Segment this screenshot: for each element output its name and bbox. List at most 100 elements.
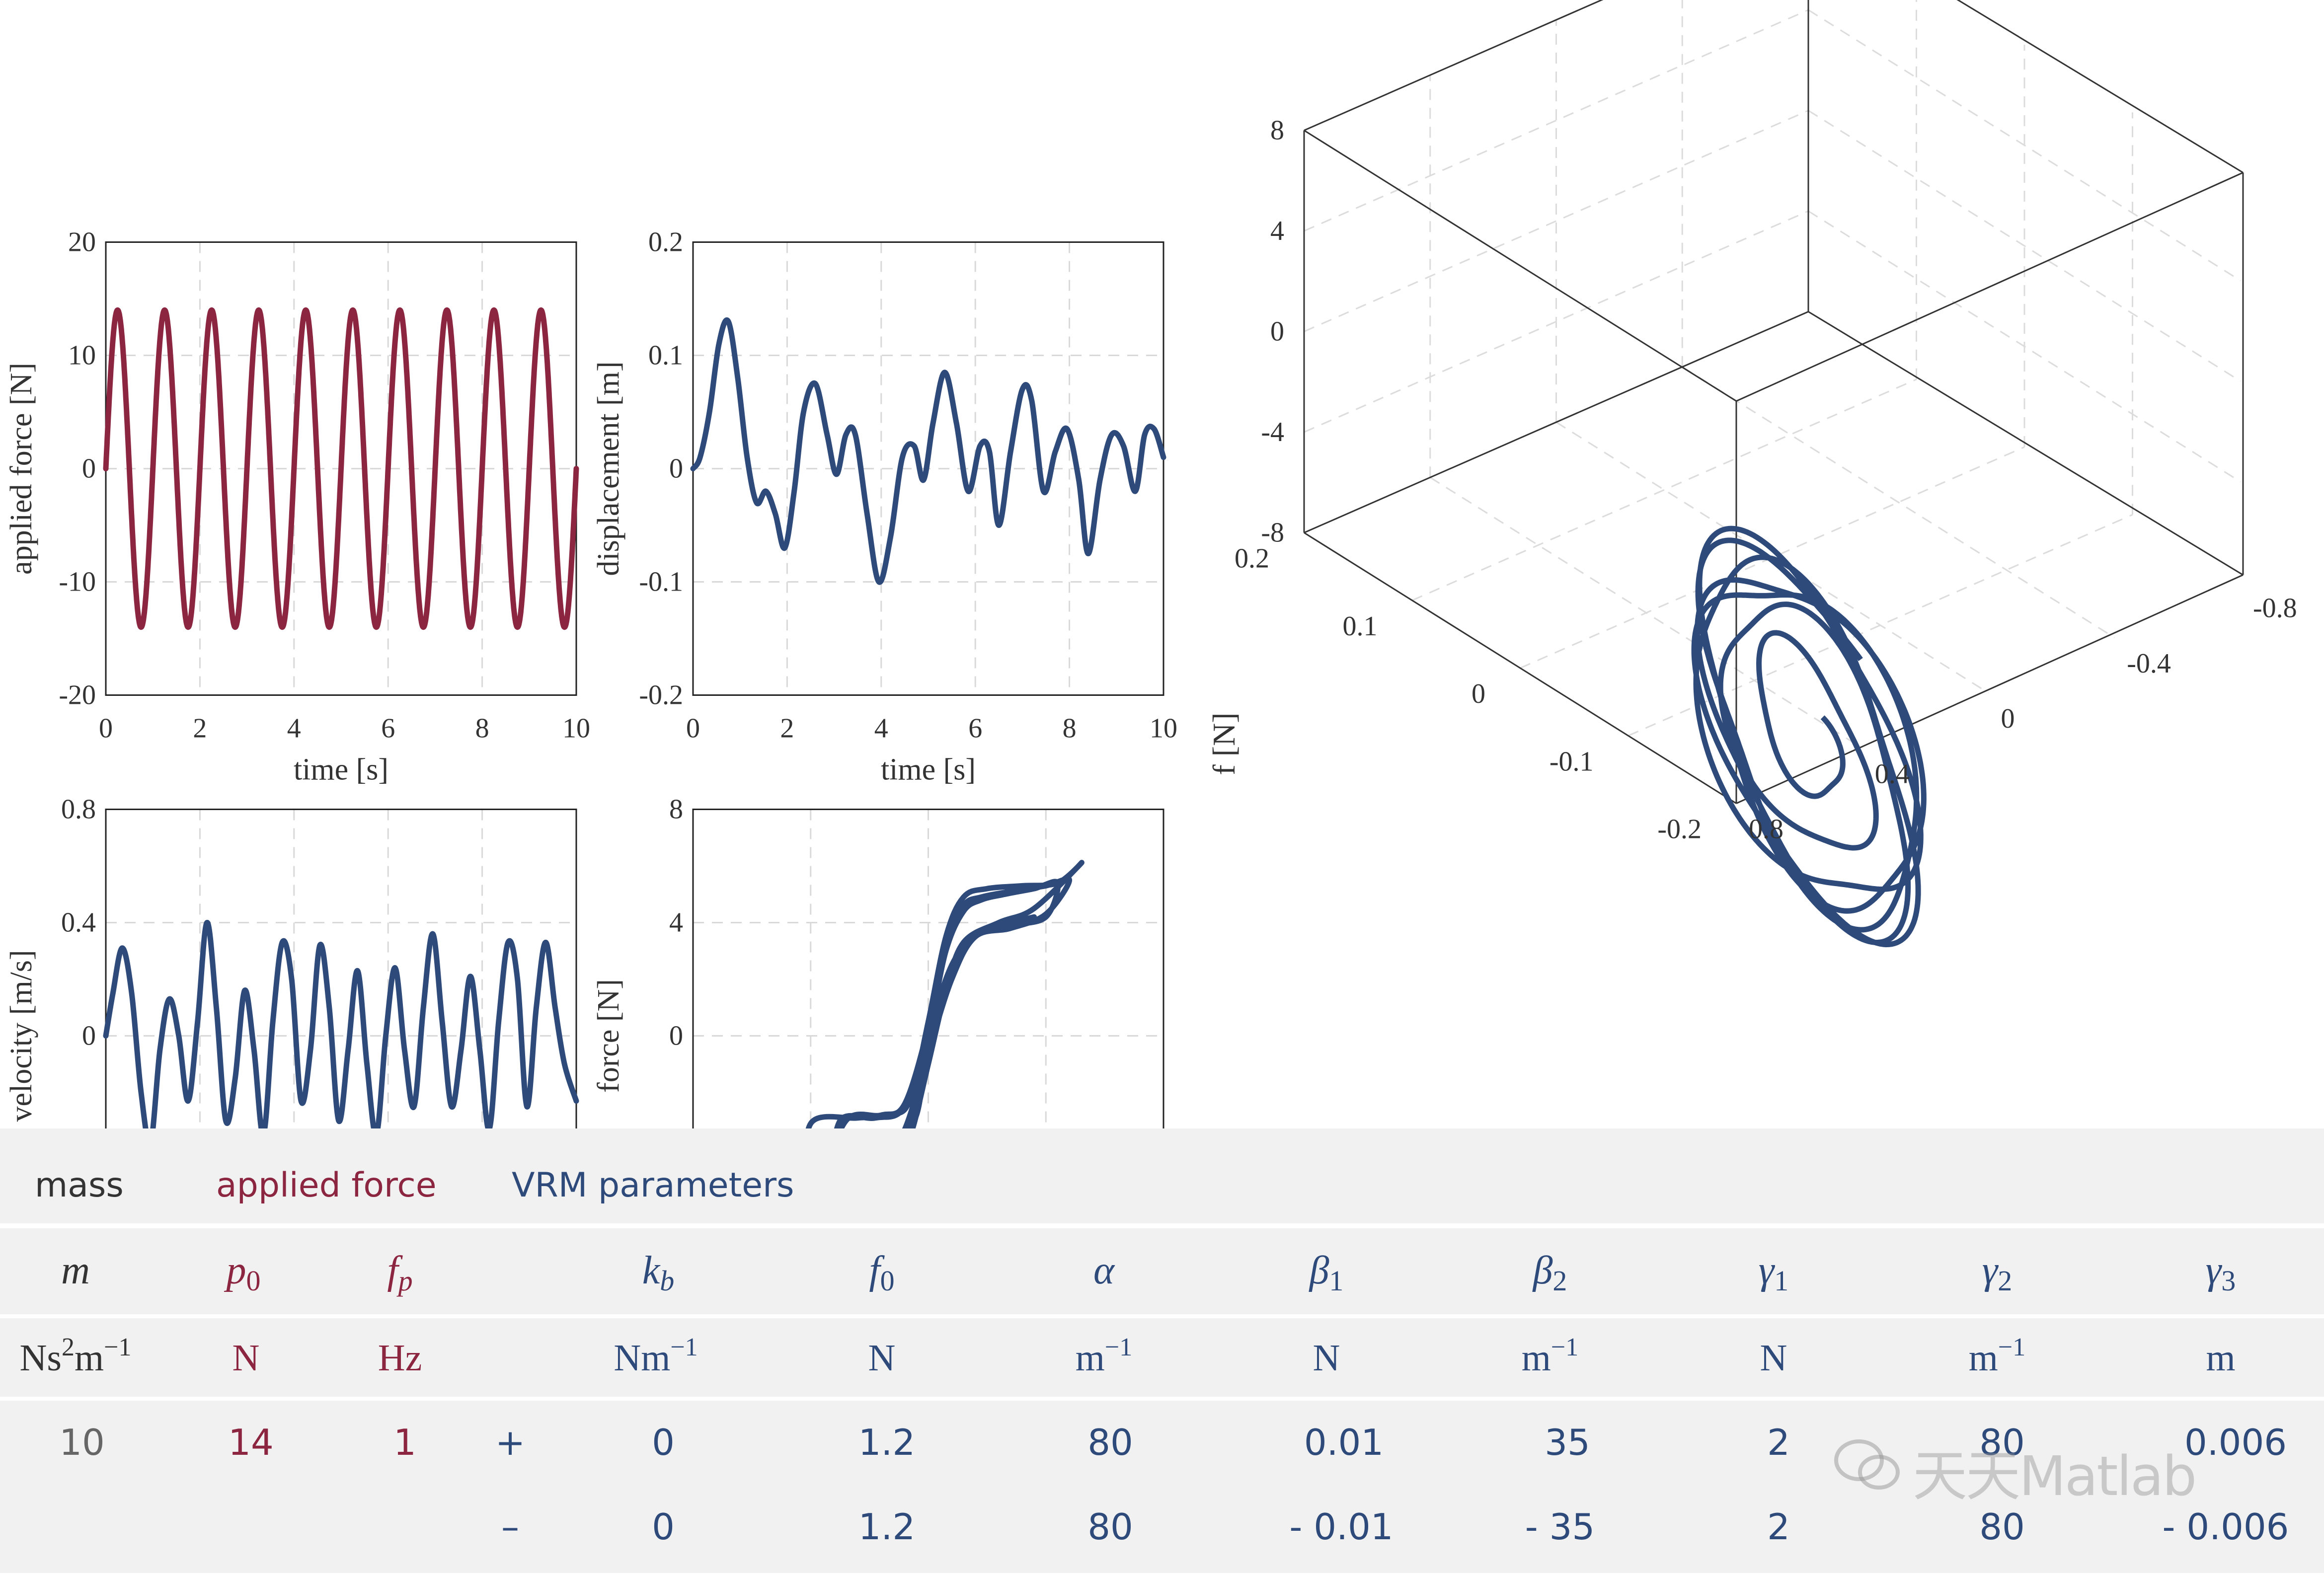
symbol-alpha: α: [1093, 1249, 1115, 1292]
value-kb-plus: 0: [652, 1422, 675, 1463]
y-tick-label: -0.1: [639, 567, 683, 598]
v-tick-label: -0.8: [2253, 593, 2297, 624]
d-tick-label: 0: [1472, 678, 1485, 709]
y-tick-label: 0.1: [648, 340, 683, 371]
x-tick-label: 8: [1063, 713, 1077, 744]
symbol-beta2: β2: [1532, 1249, 1567, 1297]
applied-force-line: [103, 307, 579, 630]
group-mass: mass: [35, 1166, 124, 1205]
value-p0: 14: [228, 1422, 274, 1463]
y-tick-label: -20: [59, 680, 96, 711]
unit-gamma2: m−1: [1969, 1333, 2025, 1379]
symbol-gamma2: γ2: [1982, 1249, 2013, 1297]
v-tick-label: 0.8: [1749, 814, 1783, 845]
box-edge: [1956, 0, 2244, 173]
x-axis-label: time [s]: [881, 753, 976, 787]
unit-gamma1: N: [1760, 1337, 1787, 1379]
floor-grid-line: [1411, 378, 1917, 601]
f-tick-label: 8: [1270, 115, 1284, 146]
f-tick-label: 4: [1270, 216, 1284, 246]
box-edge: [1808, 311, 2244, 576]
value-f0-minus: 1.2: [858, 1506, 916, 1548]
d-tick-label: 0.1: [1343, 611, 1378, 642]
x-tick-label: 4: [874, 713, 888, 744]
value-gamma2-plus: 80: [1979, 1422, 2025, 1463]
x-tick-label: 2: [780, 713, 794, 744]
y-axis-label: velocity [m/s]: [4, 950, 38, 1122]
f-tick-label: 0: [1270, 316, 1284, 347]
group-vrm-parameters: VRM parameters: [512, 1166, 794, 1205]
x-tick-label: 0: [686, 713, 700, 744]
value-beta1-minus: - 0.01: [1289, 1506, 1393, 1548]
y-tick-label: 4: [669, 907, 683, 938]
unit-kb: Nm−1: [614, 1333, 697, 1379]
y-tick-label: 0.2: [648, 227, 683, 258]
displacement-line: [690, 317, 1166, 585]
wall-grid-line: [1808, 9, 2241, 282]
symbol-beta1: β1: [1309, 1249, 1344, 1297]
y-tick-label: -0.2: [639, 680, 683, 711]
watermark-text: 天天Matlab: [1913, 1444, 2197, 1508]
value-fp: 1: [393, 1422, 416, 1463]
wall-grid-line: [1304, 110, 1809, 332]
floor-grid-line: [1627, 514, 2133, 737]
y-tick-label: 0: [669, 1021, 683, 1051]
value-gamma2-minus: 80: [1979, 1506, 2025, 1548]
parameter-table: mass applied force VRM parameters m p0 f…: [0, 1128, 2324, 1573]
x-tick-label: 0: [99, 713, 113, 744]
f-tick-label: -8: [1261, 518, 1284, 548]
y-tick-label: 20: [68, 227, 96, 258]
symbol-kb: kb: [642, 1249, 675, 1297]
d-tick-label: -0.1: [1549, 746, 1594, 777]
value-gamma3-minus: - 0.006: [2163, 1506, 2289, 1548]
y-tick-label: 8: [669, 794, 683, 825]
hysteresis-line: [802, 860, 1085, 1198]
symbol-m: m: [61, 1249, 90, 1292]
unit-fp: Hz: [378, 1337, 422, 1379]
group-applied-force: applied force: [216, 1166, 437, 1205]
box-edge: [1736, 574, 2244, 804]
box-edge: [1304, 532, 1737, 804]
velocity-line: [103, 919, 579, 1147]
wall-grid-line: [1304, 9, 1809, 232]
x-tick-label: 6: [968, 713, 982, 744]
y-tick-label: 0: [669, 453, 683, 484]
trajectory-line: [1691, 525, 1927, 948]
y-tick-label: 0: [82, 453, 96, 484]
y-tick-label: 0: [82, 1021, 96, 1051]
y-tick-label: 0.8: [61, 794, 96, 825]
box-edge: [1304, 130, 1737, 402]
box-edge: [1304, 311, 1809, 533]
y-tick-label: -10: [59, 567, 96, 598]
x-tick-label: 8: [475, 713, 489, 744]
phase-3d-chart: 840-4-80.20.10-0.1-0.20.80.40-0.4-0.8d […: [1206, 0, 2297, 1255]
unit-gamma3: m: [2206, 1337, 2235, 1379]
value-gamma1-plus: 2: [1767, 1422, 1790, 1463]
displacement-time-chart: 0 2 4 6 8 10 -0.2 -0.1 0 0.1 0.2 time [s] displaceme…: [592, 227, 1177, 787]
f-tick-label: -4: [1261, 417, 1284, 448]
x-tick-label: 2: [193, 713, 207, 744]
v-tick-label: -0.4: [2127, 648, 2171, 679]
value-beta1-plus: 0.01: [1304, 1422, 1384, 1463]
box-edge: [1304, 0, 1604, 131]
v-tick-label: 0: [2001, 703, 2015, 734]
value-alpha-minus: 80: [1087, 1506, 1133, 1548]
y-tick-label: 0.4: [61, 907, 96, 938]
y-tick-label: 10: [68, 340, 96, 371]
wall-grid-line: [1808, 110, 2241, 382]
box-edge: [1736, 172, 2244, 402]
unit-beta1: N: [1313, 1337, 1340, 1379]
d-tick-label: 0.2: [1235, 543, 1269, 574]
value-kb-minus: 0: [652, 1506, 675, 1548]
value-beta2-minus: - 35: [1525, 1506, 1595, 1548]
x-tick-label: 10: [562, 713, 590, 744]
unit-beta2: m−1: [1522, 1333, 1578, 1379]
y-axis-label: applied force [N]: [4, 363, 38, 575]
parameter-table-graphic: mass applied force VRM parameters m p0 f…: [0, 1128, 2324, 1573]
x-tick-label: 6: [381, 713, 395, 744]
value-gamma3-plus: 0.006: [2184, 1422, 2287, 1463]
floor-grid-line: [1682, 366, 2115, 639]
sign-plus: +: [495, 1422, 525, 1463]
symbol-gamma1: γ1: [1759, 1249, 1789, 1297]
v-tick-label: 0.4: [1875, 758, 1910, 789]
